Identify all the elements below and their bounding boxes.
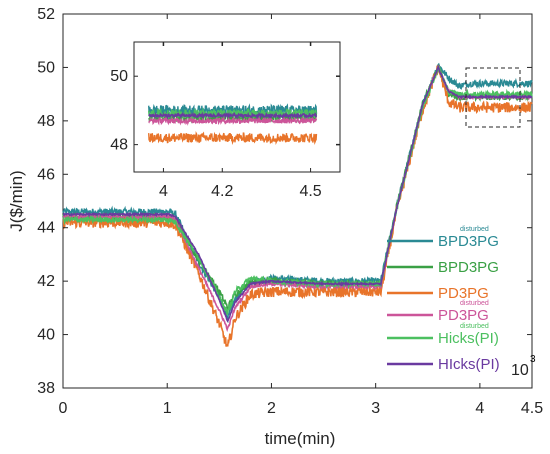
y-tick-label: 42 [37, 273, 55, 290]
zoom-region-box [465, 67, 521, 128]
y-tick-label: 38 [37, 380, 55, 397]
series-line-5 [62, 65, 533, 315]
inset-x-tick-label: 4 [159, 183, 168, 200]
inset-y-tick-label: 48 [110, 137, 128, 154]
y-axis-ticks: 38 40 42 44 46 48 50 52 [37, 6, 532, 397]
legend: BPD3PGdisturbedBPD3PGPD3PGPD3PGdisturbed… [387, 226, 500, 373]
y-axis-label: J($/min) [7, 170, 26, 231]
legend-label: PD3PG [438, 307, 489, 324]
y-tick-label: 46 [37, 166, 55, 183]
inset-x-tick-label: 4.5 [299, 183, 321, 200]
x-scale-base: 10 [511, 362, 529, 379]
x-tick-label: 4 [475, 400, 484, 417]
y-tick-label: 48 [37, 113, 55, 130]
legend-superscript: disturbed [460, 226, 489, 233]
x-scale-exponent: 3 [530, 354, 536, 365]
inset-x-tick-label: 4.2 [211, 183, 233, 200]
legend-label: BPD3PG [438, 233, 499, 250]
x-tick-label: 1 [163, 400, 172, 417]
y-tick-label: 50 [37, 59, 55, 76]
y-tick-label: 44 [37, 220, 55, 237]
legend-label: BPD3PG [438, 259, 499, 276]
x-axis-label: time(min) [265, 429, 336, 448]
y-tick-label: 40 [37, 327, 55, 344]
x-tick-label: 0 [59, 400, 68, 417]
x-tick-label: 3 [371, 400, 380, 417]
legend-label: HIcks(PI) [438, 356, 500, 373]
x-tick-label: 2 [267, 400, 276, 417]
legend-superscript: disturbed [460, 300, 489, 307]
legend-label: Hicks(PI) [438, 330, 499, 347]
legend-label: PD3PG [438, 285, 489, 302]
series-layer [62, 62, 533, 347]
inset-series-layer [148, 103, 318, 146]
inset-series-line-4 [148, 115, 318, 126]
series-line-6 [62, 64, 533, 323]
inset-y-tick-label: 50 [110, 68, 128, 85]
inset-x-axis-ticks: 4 4.2 4.5 [159, 42, 322, 200]
inset-series-line-6 [148, 111, 318, 120]
x-tick-label: 4.5 [521, 400, 543, 417]
y-tick-label: 52 [37, 6, 55, 23]
series-line-3 [62, 65, 533, 347]
legend-superscript: disturbed [460, 323, 489, 330]
x-axis-ticks: 0 1 2 3 4 4.5 [59, 14, 543, 417]
inset-series-line-3 [148, 130, 318, 146]
inset-y-axis-ticks: 48 50 [110, 68, 340, 154]
